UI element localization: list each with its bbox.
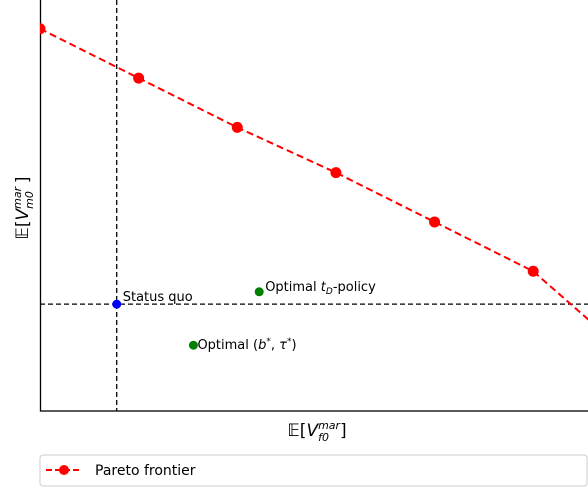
plot-frame [39, 0, 588, 412]
pareto-frontier-series [40, 23, 588, 321]
legend-label: Pareto frontier [95, 463, 196, 479]
reference-lines [40, 0, 588, 411]
plot-border [39, 0, 588, 412]
pareto-frontier-point [527, 265, 539, 277]
legend-box [39, 454, 588, 487]
pareto-frontier-point [40, 23, 46, 35]
labelled-point-marker [254, 287, 264, 297]
labelled-point-marker [112, 299, 122, 309]
labelled-point-marker [188, 340, 198, 350]
pareto-frontier-point [330, 167, 342, 179]
pareto-frontier-point [429, 216, 441, 228]
pareto-frontier-point [133, 72, 145, 84]
y-axis-label: 𝔼[Vmarm0] [11, 176, 36, 239]
legend: Pareto frontier [39, 454, 588, 487]
point-annotation: Optimal tD-policy [265, 280, 376, 297]
x-axis-label: 𝔼[Vmar f0] [287, 419, 346, 444]
legend-marker-swatch [59, 465, 69, 475]
point-annotation: Status quo [123, 290, 193, 305]
labelled-points: Status quo Optimal tD-policy Optimal (b*, … [112, 280, 376, 353]
pareto-frontier-point [231, 121, 243, 133]
point-annotation: Optimal (b*, τ*) [197, 337, 296, 353]
